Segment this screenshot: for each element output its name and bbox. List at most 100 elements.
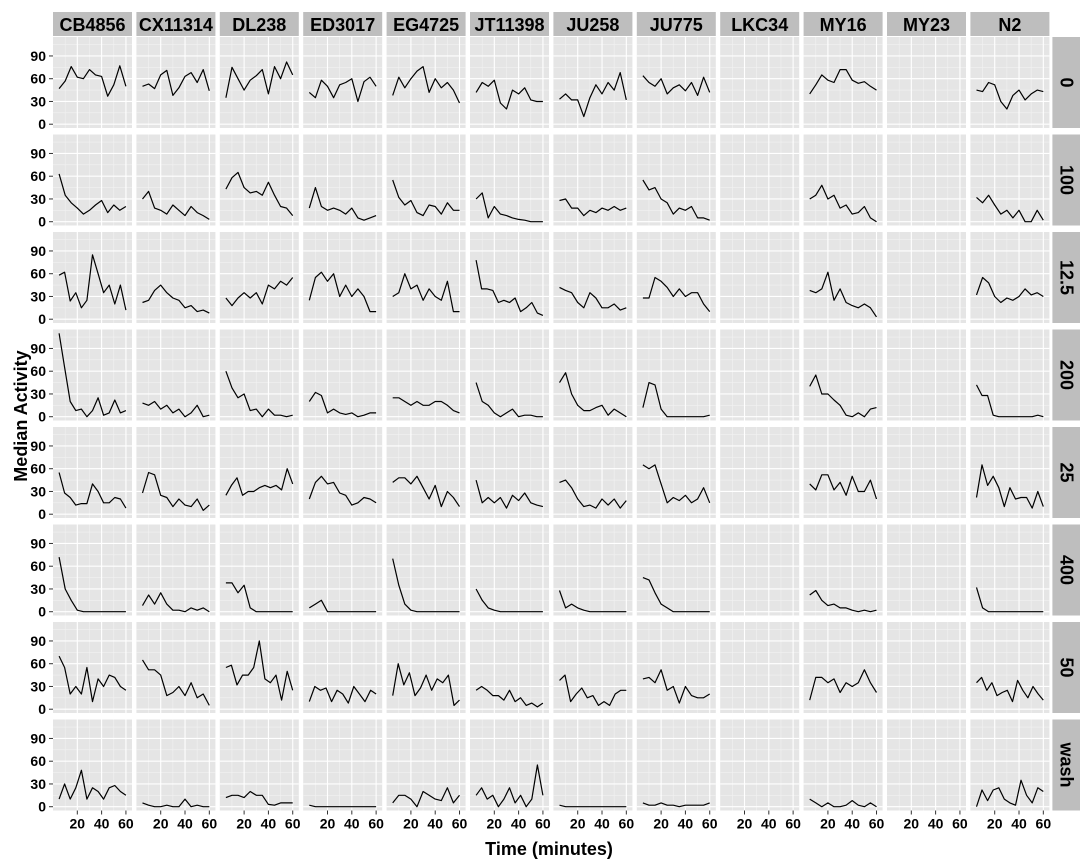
panel-background	[970, 329, 1050, 421]
panel-N2-200	[970, 329, 1050, 421]
panel-background	[303, 524, 383, 616]
panel-background	[136, 329, 216, 421]
series-line-CB4856-wash	[58, 769, 127, 800]
y-tick-label: 90	[30, 730, 46, 746]
panel-background	[53, 37, 132, 128]
series-line-ED3017-100	[308, 187, 377, 221]
series-line-DL238-50	[225, 640, 294, 701]
series-line-CX11314-100	[142, 190, 210, 220]
series-line-CB4856-50	[58, 655, 127, 703]
panel-MY16-400	[803, 524, 883, 616]
panel-background	[219, 719, 299, 811]
panel-background	[803, 427, 883, 518]
panel-background	[386, 37, 466, 128]
x-tick-label: 20	[653, 816, 669, 832]
series-line-CB4856-25	[58, 472, 127, 509]
panel-N2-50	[970, 622, 1050, 713]
panel-LKC34-25	[720, 427, 800, 518]
panel-EG4725-200	[386, 329, 466, 421]
series-line-CB4856-200	[58, 333, 127, 418]
x-tick-label: 40	[177, 816, 193, 832]
row-strip-200: 200	[1052, 329, 1080, 421]
panel-N2-25	[970, 427, 1050, 518]
column-strip-label: DL238	[232, 15, 286, 35]
series-line-CB4856-400	[58, 556, 126, 613]
panel-DL238-400	[219, 524, 299, 616]
column-strip-EG4725: EG4725	[386, 12, 466, 36]
panel-DL238-12.5	[219, 232, 299, 323]
panel-JU258-100	[553, 134, 633, 226]
y-tick-label: 60	[30, 656, 46, 672]
panel-background	[970, 524, 1050, 616]
x-tick-label: 60	[452, 816, 468, 832]
y-tick-label: 30	[30, 581, 46, 597]
x-tick-label: 60	[619, 816, 635, 832]
panel-LKC34-100	[720, 134, 800, 226]
series-line-EG4725-200	[392, 397, 460, 414]
panel-CX11314-200	[136, 329, 216, 421]
row-strip-label: wash	[1056, 741, 1076, 787]
panel-background	[136, 37, 216, 128]
panel-MY16-100	[803, 134, 883, 226]
panel-background	[303, 37, 383, 128]
series-line-CX11314-12.5	[142, 284, 210, 314]
strip-background	[1052, 622, 1080, 713]
x-tick-label: 40	[427, 816, 443, 832]
panel-background	[219, 524, 299, 616]
panel-JU775-400	[636, 524, 716, 616]
series-line-JU775-25	[642, 464, 711, 504]
panel-JT11398-100	[470, 134, 549, 226]
panel-JU775-0	[636, 37, 716, 128]
y-tick-label: 60	[30, 168, 46, 184]
x-tick-label: 20	[570, 816, 586, 832]
series-line-N2-25	[975, 464, 1044, 509]
column-strip-LKC34: LKC34	[720, 12, 800, 36]
panel-background	[386, 427, 466, 518]
panel-background	[636, 524, 716, 616]
series-line-JU775-12.5	[642, 276, 711, 312]
panel-JT11398-25	[470, 427, 549, 518]
panel-background	[887, 622, 966, 713]
panel-background	[553, 329, 633, 421]
x-tick-label: 60	[702, 816, 718, 832]
panel-EG4725-wash	[386, 719, 466, 811]
column-strip-MY16: MY16	[803, 12, 883, 36]
panel-EG4725-12.5	[386, 232, 466, 323]
series-line-CX11314-200	[142, 400, 210, 418]
panel-background	[887, 134, 966, 226]
strip-background	[887, 12, 966, 36]
series-line-ED3017-wash	[309, 804, 377, 808]
panel-JU775-25	[636, 427, 716, 518]
series-line-CB4856-100	[58, 173, 127, 215]
panel-CB4856-100	[53, 134, 132, 226]
panel-CX11314-0	[136, 37, 216, 128]
panel-background	[720, 719, 800, 811]
y-tick-label: 0	[38, 214, 46, 230]
series-line-EG4725-50	[392, 663, 460, 707]
panel-JT11398-400	[470, 524, 549, 616]
panel-background	[720, 232, 800, 323]
column-strip-label: JU258	[566, 15, 619, 35]
panel-JU258-400	[553, 524, 633, 616]
x-tick-label: 60	[952, 816, 968, 832]
series-line-JT11398-wash	[475, 764, 544, 808]
y-tick-label: 0	[38, 701, 46, 717]
panel-MY23-0	[887, 37, 966, 128]
series-line-JU258-100	[559, 198, 627, 217]
strip-background	[636, 12, 716, 36]
panel-MY16-25	[803, 427, 883, 518]
series-line-EG4725-0	[392, 65, 461, 104]
y-tick-label: 30	[30, 191, 46, 207]
panel-CX11314-400	[136, 524, 216, 616]
panel-JU775-50	[636, 622, 716, 713]
panel-MY23-50	[887, 622, 966, 713]
panel-background	[303, 622, 383, 713]
panel-background	[553, 37, 633, 128]
row-strip-label: 50	[1056, 657, 1076, 677]
series-line-ED3017-25	[308, 475, 377, 506]
x-tick-label: 20	[737, 816, 753, 832]
panel-background	[803, 622, 883, 713]
panel-MY16-200	[803, 329, 883, 421]
panel-DL238-25	[219, 427, 299, 518]
panel-background	[219, 37, 299, 128]
